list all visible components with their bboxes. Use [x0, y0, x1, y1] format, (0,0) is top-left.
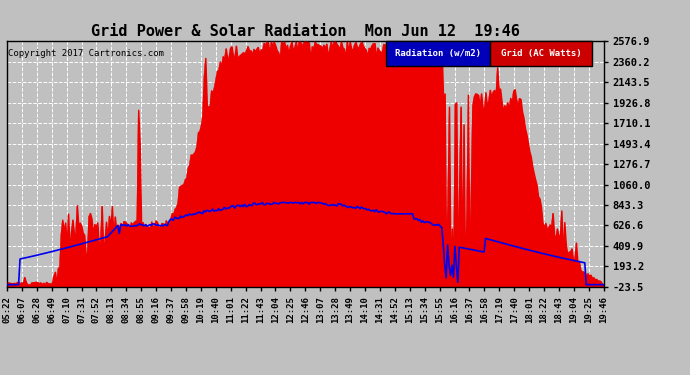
- Text: Radiation (w/m2): Radiation (w/m2): [395, 49, 481, 58]
- FancyBboxPatch shape: [386, 41, 491, 66]
- Text: Grid (AC Watts): Grid (AC Watts): [501, 49, 582, 58]
- Title: Grid Power & Solar Radiation  Mon Jun 12  19:46: Grid Power & Solar Radiation Mon Jun 12 …: [91, 24, 520, 39]
- Text: Copyright 2017 Cartronics.com: Copyright 2017 Cartronics.com: [8, 49, 164, 58]
- FancyBboxPatch shape: [491, 41, 592, 66]
